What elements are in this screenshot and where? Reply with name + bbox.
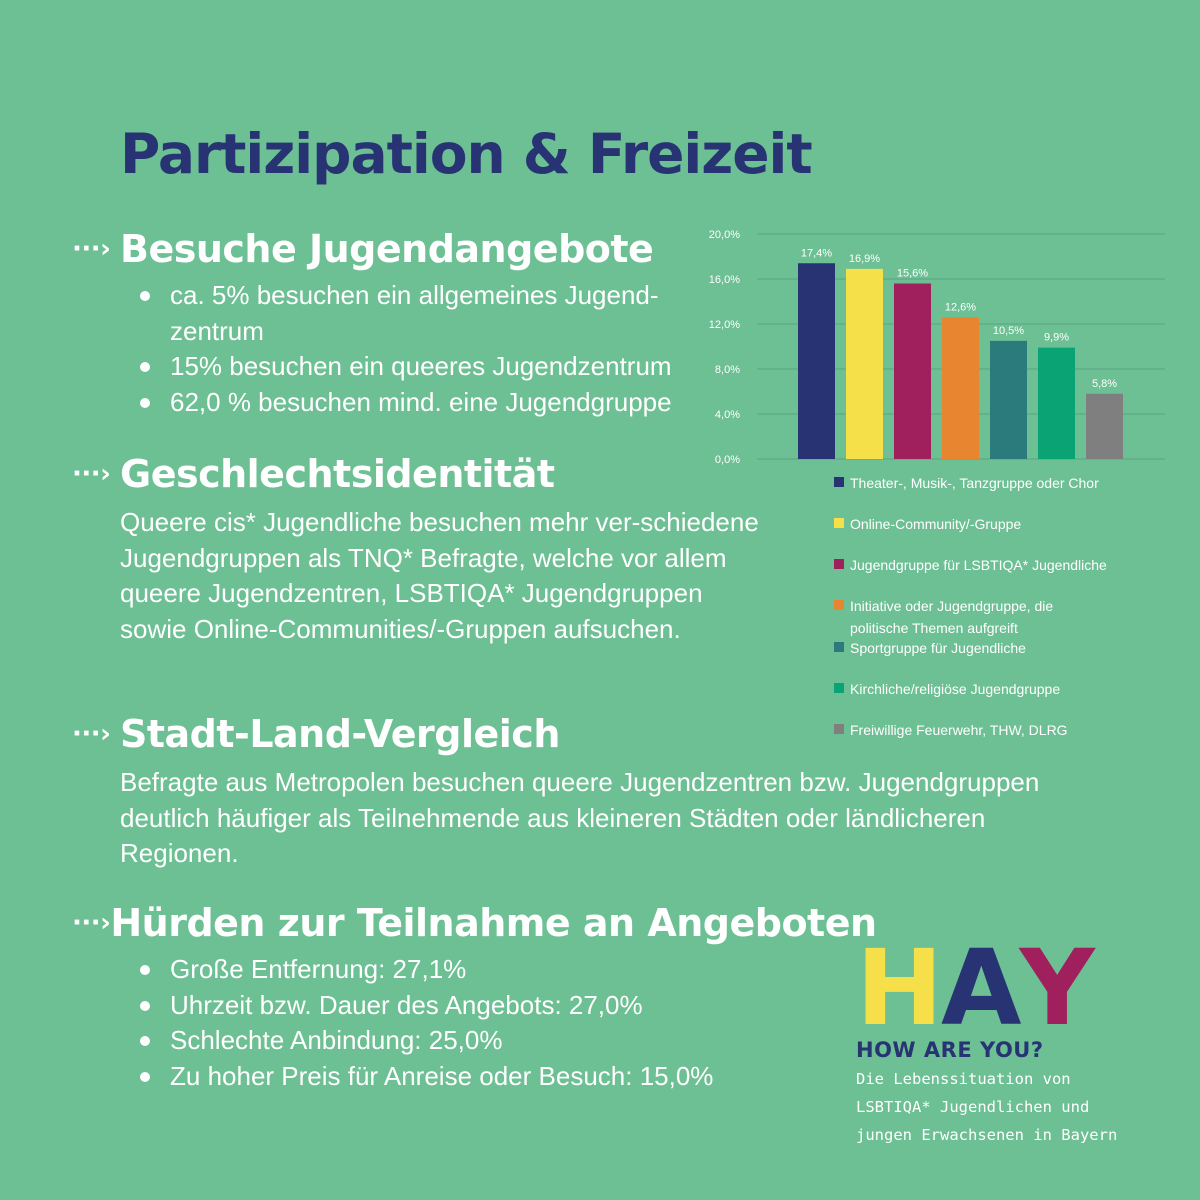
section-heading: Stadt-Land-Vergleich bbox=[120, 712, 560, 756]
page-title: Partizipation & Freizeit bbox=[120, 122, 813, 186]
list-item: 15% besuchen ein queeres Jugendzentrum bbox=[140, 349, 730, 385]
logo-letter-a: A bbox=[941, 927, 1021, 1049]
bar-value-label: 9,9% bbox=[1044, 332, 1069, 344]
y-tick-label: 12,0% bbox=[709, 319, 740, 331]
bar bbox=[942, 317, 979, 459]
y-tick-label: 0,0% bbox=[715, 454, 740, 466]
legend-swatch bbox=[834, 559, 844, 569]
bar-chart: 0,0% 4,0% 8,0% 12,0% 16,0% 20,0% 17,4% 16,9% 15,… bbox=[709, 229, 1165, 466]
bar bbox=[1086, 393, 1123, 459]
logo-subtitle-line: Die Lebenssituation von bbox=[856, 1070, 1071, 1088]
legend-label: Jugendgruppe für LSBTIQA* Jugendliche bbox=[850, 557, 1107, 573]
list-item: Große Entfernung: 27,1% bbox=[140, 952, 730, 988]
dotted-arrow-icon: ···› bbox=[72, 459, 111, 489]
legend-item: Initiative oder Jugendgruppe, die politi… bbox=[834, 595, 1110, 639]
legend-item: Online-Community/-Gruppe bbox=[834, 513, 1110, 535]
bar bbox=[846, 268, 883, 459]
dotted-arrow-icon: ···› bbox=[72, 908, 111, 938]
legend-label: Online-Community/-Gruppe bbox=[850, 516, 1022, 532]
logo-letter-y: Y bbox=[1019, 927, 1095, 1049]
legend-item: Sportgruppe für Jugendliche bbox=[834, 637, 1110, 659]
section-jugendangebote: ···› Besuche Jugendangebote ca. 5% besuc… bbox=[72, 226, 832, 420]
legend-label: Freiwillige Feuerwehr, THW, DLRG bbox=[850, 722, 1068, 738]
y-tick-label: 4,0% bbox=[715, 409, 740, 421]
y-tick-label: 8,0% bbox=[715, 364, 740, 376]
legend-item: Jugendgruppe für LSBTIQA* Jugendliche bbox=[834, 554, 1110, 576]
y-tick-label: 20,0% bbox=[709, 229, 740, 241]
y-tick-label: 16,0% bbox=[709, 274, 740, 286]
legend-swatch bbox=[834, 724, 844, 734]
legend-label: Initiative oder Jugendgruppe, die politi… bbox=[850, 598, 1054, 636]
list-item: Zu hoher Preis für Anreise oder Besuch: … bbox=[140, 1059, 730, 1095]
legend-label: Theater-, Musik-, Tanzgruppe oder Chor bbox=[850, 475, 1099, 491]
bar bbox=[990, 340, 1027, 459]
logo-letters: H A Y bbox=[856, 927, 1156, 1049]
list-item: ca. 5% besuchen ein allgemeines Jugend-z… bbox=[140, 278, 730, 349]
legend-label: Sportgruppe für Jugendliche bbox=[850, 640, 1026, 656]
section-geschlechtsidentitaet: ···› Geschlechtsidentität Queere cis* Ju… bbox=[72, 451, 832, 647]
section-heading: Geschlechtsidentität bbox=[120, 452, 555, 496]
bar bbox=[1038, 347, 1075, 459]
bar bbox=[894, 283, 931, 459]
dotted-arrow-icon: ···› bbox=[72, 719, 111, 749]
hay-logo: H A Y HOW ARE YOU? Die Lebenssituation v… bbox=[856, 927, 1156, 1146]
section-heading: Hürden zur Teilnahme an Angeboten bbox=[110, 901, 877, 945]
section-heading-row: ···› Besuche Jugendangebote bbox=[72, 226, 832, 272]
bar-value-label: 15,6% bbox=[897, 268, 928, 280]
legend-item: Kirchliche/religiöse Jugendgruppe bbox=[834, 678, 1110, 700]
list-item: 62,0 % besuchen mind. eine Jugendgruppe bbox=[140, 385, 730, 421]
legend-swatch bbox=[834, 683, 844, 693]
list-item: Schlechte Anbindung: 25,0% bbox=[140, 1023, 730, 1059]
bar-value-label: 16,9% bbox=[849, 253, 880, 265]
dotted-arrow-icon: ···› bbox=[72, 234, 111, 264]
bar-value-label: 12,6% bbox=[945, 301, 976, 313]
legend-swatch bbox=[834, 518, 844, 528]
section-text: Befragte aus Metropolen besuchen queere … bbox=[120, 767, 1040, 868]
legend-item: Theater-, Musik-, Tanzgruppe oder Chor bbox=[834, 472, 1110, 494]
legend-label: Kirchliche/religiöse Jugendgruppe bbox=[850, 681, 1061, 697]
logo-subtitle-line: jungen Erwachsenen in Bayern bbox=[856, 1126, 1118, 1144]
section-huerden: ···› Hürden zur Teilnahme an Angeboten G… bbox=[72, 900, 877, 1094]
bar-value-label: 5,8% bbox=[1092, 378, 1117, 390]
bar-value-label: 17,4% bbox=[801, 247, 832, 259]
logo-letter-h: H bbox=[856, 927, 943, 1049]
legend-swatch bbox=[834, 600, 844, 610]
logo-subtitle-line: LSBTIQA* Jugendlichen und bbox=[856, 1098, 1090, 1116]
section-stadt-land: ···› Stadt-Land-Vergleich Befragte aus M… bbox=[72, 711, 1082, 872]
logo-tagline: HOW ARE YOU? bbox=[856, 1038, 1044, 1062]
section-heading: Besuche Jugendangebote bbox=[120, 227, 654, 271]
bar-value-label: 10,5% bbox=[993, 325, 1024, 337]
legend-item: Freiwillige Feuerwehr, THW, DLRG bbox=[834, 719, 1110, 741]
section-heading-row: ···› Geschlechtsidentität bbox=[72, 451, 832, 497]
bar bbox=[798, 263, 835, 459]
legend-swatch bbox=[834, 477, 844, 487]
section-text: Queere cis* Jugendliche besuchen mehr ve… bbox=[120, 507, 759, 644]
bullet-list: ca. 5% besuchen ein allgemeines Jugend-z… bbox=[72, 278, 832, 420]
section-heading-row: ···› Stadt-Land-Vergleich bbox=[72, 711, 1082, 757]
bullet-list: Große Entfernung: 27,1% Uhrzeit bzw. Dau… bbox=[72, 952, 832, 1094]
legend-swatch bbox=[834, 642, 844, 652]
list-item: Uhrzeit bzw. Dauer des Angebots: 27,0% bbox=[140, 988, 730, 1024]
section-heading-row: ···› Hürden zur Teilnahme an Angeboten bbox=[72, 900, 877, 946]
